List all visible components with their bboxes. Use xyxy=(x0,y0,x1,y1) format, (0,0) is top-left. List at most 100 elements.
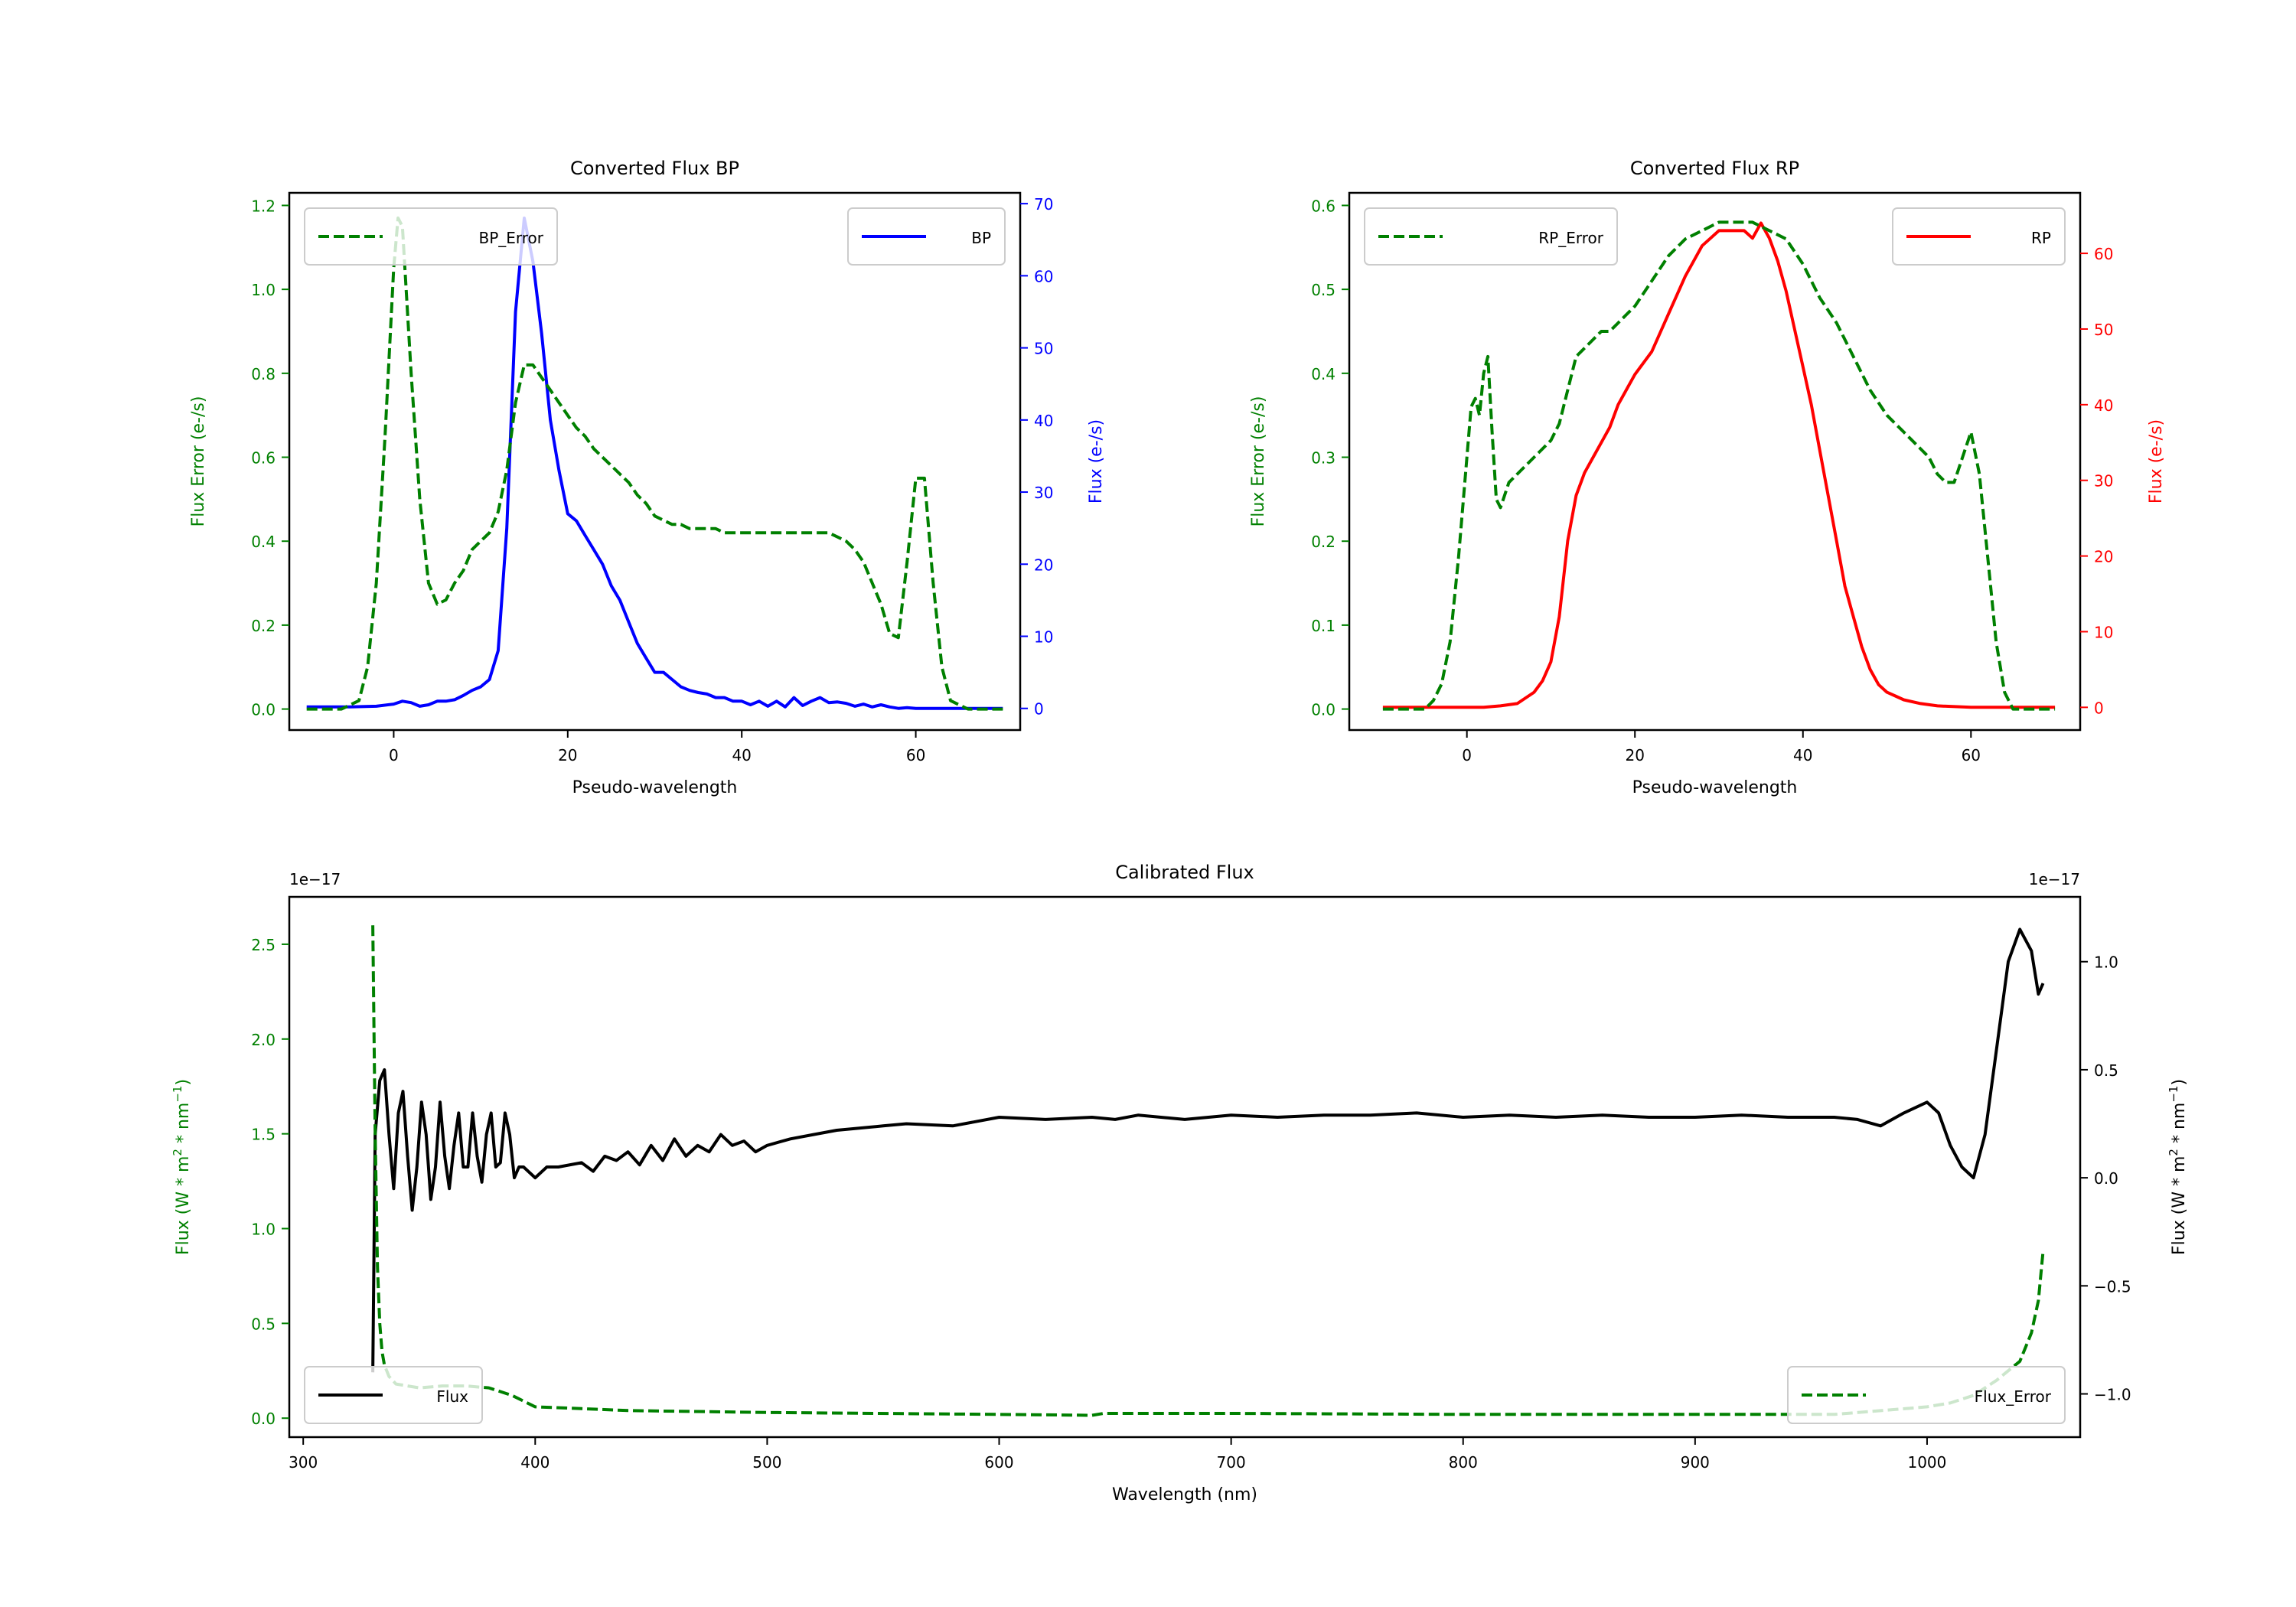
x-tick-label-bp-40: 40 xyxy=(732,746,751,764)
y-left-tick-label-bp-0: 0.0 xyxy=(251,701,276,719)
y-axis-label-left-bp: Flux Error (e-/s) xyxy=(189,396,208,527)
legend-box-bp-right xyxy=(847,207,1006,266)
offset-label-right: 1e−17 xyxy=(2029,870,2080,888)
y-right-tick-label-bp-1: 10 xyxy=(1034,628,1053,647)
axes-frame-calibrated xyxy=(288,895,2082,1439)
y-left-tick-label-rp-5: 0.5 xyxy=(1311,281,1336,299)
y-left-tick-label-rp-0: 0.0 xyxy=(1311,701,1336,719)
y-left-tick-label-calibrated-4: 2.0 xyxy=(251,1031,276,1049)
legend-label-calibrated-right: Flux_Error xyxy=(1975,1387,2052,1406)
x-tick-label-rp-20: 20 xyxy=(1625,746,1644,764)
y-right-tick-label-rp-6: 60 xyxy=(2094,245,2113,263)
y-left-tick-label-rp-6: 0.6 xyxy=(1311,197,1336,215)
y-right-tick-label-bp-3: 30 xyxy=(1034,484,1053,502)
y-axis-label-right-calibrated-sup2: −1 xyxy=(2167,1086,2180,1103)
y-right-tick-label-rp-3: 30 xyxy=(2094,472,2113,491)
y-left-tick-label-bp-3: 0.6 xyxy=(251,449,276,468)
x-axis-label-calibrated: Wavelength (nm) xyxy=(1112,1485,1257,1504)
y-axis-label-right-calibrated-sup1: 2 xyxy=(2167,1149,2180,1156)
x-tick-label-bp-0: 0 xyxy=(389,746,399,764)
chart-title-calibrated: Calibrated Flux xyxy=(1115,862,1254,883)
x-tick-label-calibrated-800: 800 xyxy=(1449,1453,1478,1472)
y-left-tick-label-rp-1: 0.1 xyxy=(1311,617,1336,635)
legend-box-calibrated-left xyxy=(304,1366,483,1424)
y-right-tick-label-rp-4: 40 xyxy=(2094,396,2113,415)
y-left-tick-label-bp-1: 0.2 xyxy=(251,617,276,635)
x-tick-label-rp-40: 40 xyxy=(1793,746,1812,764)
y-left-tick-label-calibrated-0: 0.0 xyxy=(251,1410,276,1428)
y-axis-label-left-calibrated: Flux (W * m2 * nm−1) xyxy=(171,1079,193,1255)
x-tick-label-calibrated-300: 300 xyxy=(289,1453,318,1472)
axes-frame-bp xyxy=(288,191,1022,732)
y-left-tick-label-bp-2: 0.4 xyxy=(251,533,276,551)
y-axis-label-right-calibrated-part3: ) xyxy=(2170,1079,2189,1086)
x-tick-label-calibrated-500: 500 xyxy=(752,1453,781,1472)
x-tick-label-calibrated-900: 900 xyxy=(1681,1453,1710,1472)
y-axis-label-left-rp: Flux Error (e-/s) xyxy=(1249,396,1268,527)
x-tick-label-rp-0: 0 xyxy=(1462,746,1472,764)
y-right-tick-label-rp-5: 50 xyxy=(2094,321,2113,339)
series-line-RP_Error xyxy=(1382,220,2056,711)
y-right-tick-label-calibrated-0: 1.0 xyxy=(2094,953,2118,972)
x-tick-label-calibrated-700: 700 xyxy=(1217,1453,1246,1472)
axes-frame-rp xyxy=(1348,191,2082,732)
y-left-tick-label-calibrated-5: 2.5 xyxy=(251,936,276,954)
y-axis-label-right-calibrated-part2: * nm xyxy=(2170,1103,2189,1149)
y-right-tick-label-bp-0: 0 xyxy=(1034,700,1044,719)
legend-box-bp-left xyxy=(304,207,558,266)
series-line-RP xyxy=(1382,221,2056,709)
y-right-tick-label-bp-6: 60 xyxy=(1034,267,1053,285)
y-right-tick-label-bp-7: 70 xyxy=(1034,195,1053,214)
chart-title-bp: Converted Flux BP xyxy=(570,158,739,179)
y-right-tick-label-rp-0: 0 xyxy=(2094,699,2104,717)
legend-label-bp-right: BP xyxy=(971,229,991,247)
y-left-tick-label-rp-2: 0.2 xyxy=(1311,533,1336,551)
x-tick-label-rp-60: 60 xyxy=(1962,746,1981,764)
legend-box-rp-right xyxy=(1892,207,2066,266)
y-left-tick-label-calibrated-2: 1.0 xyxy=(251,1221,276,1239)
chart-title-rp: Converted Flux RP xyxy=(1630,158,1799,179)
y-axis-label-right-calibrated: Flux (W * m2 * nm−1) xyxy=(2167,1079,2189,1255)
x-tick-label-calibrated-1000: 1000 xyxy=(1907,1453,1946,1472)
y-axis-label-right-bp: Flux (e-/s) xyxy=(1087,419,1106,504)
y-right-tick-label-calibrated-4: −1.0 xyxy=(2094,1386,2131,1404)
y-left-tick-label-calibrated-1: 0.5 xyxy=(251,1315,276,1333)
series-line-BP xyxy=(306,217,1003,710)
y-axis-label-right-calibrated-part1: Flux (W * m xyxy=(2170,1156,2189,1255)
y-right-tick-label-bp-4: 40 xyxy=(1034,412,1053,430)
legend-label-rp-right: RP xyxy=(2031,229,2051,247)
y-axis-label-left-calibrated-sup1: 2 xyxy=(171,1149,184,1156)
legend-label-calibrated-left: Flux xyxy=(436,1387,468,1406)
legend-label-bp-left: BP_Error xyxy=(478,229,543,247)
x-axis-label-bp: Pseudo-wavelength xyxy=(572,778,738,797)
y-left-tick-label-bp-5: 1.0 xyxy=(251,281,276,299)
x-tick-label-calibrated-600: 600 xyxy=(984,1453,1013,1472)
y-axis-label-left-calibrated-part1: Flux (W * m xyxy=(174,1156,193,1255)
offset-label-left: 1e−17 xyxy=(289,870,341,888)
series-line-BP_Error xyxy=(306,216,1003,711)
y-axis-label-left-calibrated-part3: ) xyxy=(174,1079,193,1086)
legend-label-rp-left: RP_Error xyxy=(1538,229,1603,247)
legend-box-rp-left xyxy=(1364,207,1618,266)
y-left-tick-label-rp-4: 0.4 xyxy=(1311,365,1336,383)
y-axis-label-left-calibrated-sup2: −1 xyxy=(171,1086,184,1103)
y-right-tick-label-rp-2: 20 xyxy=(2094,548,2113,566)
y-left-tick-label-calibrated-3: 1.5 xyxy=(251,1126,276,1144)
legend-box-calibrated-right xyxy=(1787,1366,2066,1424)
y-axis-label-right-rp: Flux (e-/s) xyxy=(2147,419,2166,504)
y-axis-label-left-calibrated-part2: * nm xyxy=(174,1103,193,1149)
y-left-tick-label-rp-3: 0.3 xyxy=(1311,449,1336,468)
y-right-tick-label-bp-2: 20 xyxy=(1034,556,1053,574)
x-axis-label-rp: Pseudo-wavelength xyxy=(1632,778,1798,797)
x-tick-label-calibrated-400: 400 xyxy=(520,1453,550,1472)
series-line-Flux xyxy=(371,927,2045,1373)
x-tick-label-bp-60: 60 xyxy=(906,746,925,764)
y-right-tick-label-calibrated-3: −0.5 xyxy=(2094,1277,2131,1296)
y-right-tick-label-calibrated-2: 0.0 xyxy=(2094,1169,2118,1188)
y-right-tick-label-calibrated-1: 0.5 xyxy=(2094,1061,2118,1080)
y-right-tick-label-rp-1: 10 xyxy=(2094,623,2113,641)
y-right-tick-label-bp-5: 50 xyxy=(1034,340,1053,358)
